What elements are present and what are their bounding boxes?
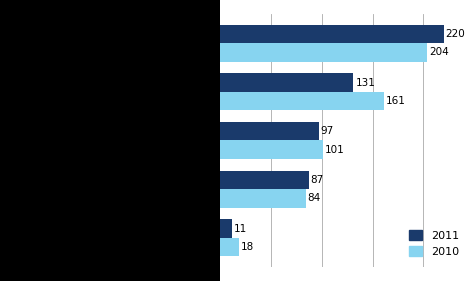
- Bar: [220, 25, 444, 43]
- Text: 101: 101: [325, 145, 345, 155]
- Text: 161: 161: [386, 96, 406, 106]
- Legend: 2011, 2010: 2011, 2010: [404, 225, 463, 261]
- Bar: [220, 219, 232, 238]
- Bar: [220, 122, 319, 140]
- Bar: [220, 73, 353, 92]
- Bar: [220, 171, 309, 189]
- Text: 97: 97: [321, 126, 334, 136]
- Bar: [220, 238, 239, 256]
- Bar: [220, 140, 323, 159]
- Text: 87: 87: [311, 175, 324, 185]
- Text: 204: 204: [430, 47, 449, 58]
- Text: 84: 84: [308, 193, 321, 203]
- Bar: [220, 92, 384, 110]
- Text: 18: 18: [241, 242, 254, 252]
- Text: 220: 220: [446, 29, 465, 39]
- Bar: [220, 43, 427, 62]
- Text: 11: 11: [234, 223, 247, 234]
- Bar: [220, 189, 306, 208]
- Text: 131: 131: [356, 78, 375, 88]
